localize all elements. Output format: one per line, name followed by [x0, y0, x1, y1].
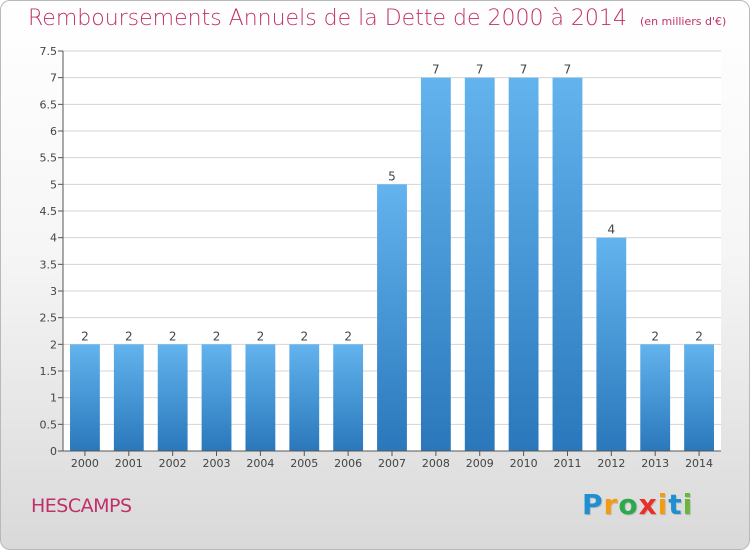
bar: [377, 184, 407, 452]
x-tick-label: 2004: [246, 457, 274, 470]
y-tick-label: 4.5: [40, 205, 58, 218]
bar: [245, 344, 276, 451]
x-tick-label: 2009: [466, 457, 494, 470]
logo-letter: P: [582, 488, 604, 521]
logo-letter: t: [668, 488, 683, 521]
y-tick-label: 1.5: [40, 365, 58, 378]
proxiti-logo: Proxiti: [582, 488, 693, 521]
y-tick-label: 0: [50, 445, 57, 458]
x-tick-label: 2011: [553, 457, 581, 470]
bar: [552, 77, 583, 452]
logo-letter: o: [618, 488, 639, 521]
bar: [333, 344, 364, 451]
x-tick-label: 2007: [378, 457, 406, 470]
bar-value-label: 2: [300, 329, 308, 343]
x-tick-label: 2006: [334, 457, 362, 470]
logo-letter: i: [657, 488, 669, 521]
bar-value-label: 7: [564, 63, 572, 77]
bar-value-label: 2: [125, 329, 133, 343]
bar-value-label: 2: [81, 329, 89, 343]
logo-letter: x: [638, 488, 658, 521]
y-tick-label: 1: [50, 392, 57, 405]
chart-title: Remboursements Annuels de la Dette de 20…: [28, 6, 627, 31]
x-tick-label: 2001: [115, 457, 143, 470]
bar: [420, 77, 451, 452]
bar: [157, 344, 188, 451]
bar-value-label: 5: [388, 169, 396, 183]
chart-subtitle: (en milliers d'€): [640, 15, 727, 28]
bar-value-label: 7: [432, 63, 440, 77]
logo-letter: i: [682, 488, 694, 521]
bar-value-label: 7: [476, 63, 484, 77]
bar: [640, 344, 671, 451]
x-tick-label: 2012: [597, 457, 625, 470]
bar: [464, 77, 495, 452]
x-tick-label: 2013: [641, 457, 669, 470]
y-tick-label: 6.5: [40, 98, 58, 111]
bar: [113, 344, 144, 451]
bar: [289, 344, 320, 451]
y-tick-label: 6: [50, 125, 57, 138]
place-name: HESCAMPS: [31, 495, 132, 517]
x-tick-label: 2010: [510, 457, 538, 470]
y-tick-label: 3: [50, 285, 57, 298]
y-tick-label: 2.5: [40, 312, 58, 325]
bar-value-label: 2: [169, 329, 177, 343]
y-tick-label: 7.5: [40, 45, 58, 58]
x-tick-label: 2000: [71, 457, 99, 470]
y-tick-label: 3.5: [40, 258, 58, 271]
bar-value-label: 2: [695, 329, 703, 343]
bar-value-label: 2: [213, 329, 221, 343]
logo-letter: r: [603, 488, 619, 521]
y-tick-label: 5: [50, 178, 57, 191]
y-tick-label: 2: [50, 338, 57, 351]
bar-value-label: 4: [608, 223, 616, 237]
x-tick-label: 2005: [290, 457, 318, 470]
bar: [596, 237, 627, 451]
y-tick-label: 5.5: [40, 152, 58, 165]
bar: [201, 344, 232, 451]
x-tick-label: 2008: [422, 457, 450, 470]
bar-value-label: 2: [344, 329, 352, 343]
bar: [508, 77, 539, 452]
x-tick-label: 2002: [159, 457, 187, 470]
x-tick-label: 2014: [685, 457, 713, 470]
bar-value-label: 7: [520, 63, 528, 77]
bar-value-label: 2: [257, 329, 265, 343]
x-tick-label: 2003: [203, 457, 231, 470]
y-tick-label: 7: [50, 72, 57, 85]
bar-value-label: 2: [651, 329, 659, 343]
title-line: Remboursements Annuels de la Dette de 20…: [28, 6, 726, 31]
bar: [70, 344, 100, 451]
y-tick-label: 0.5: [40, 418, 58, 431]
y-tick-label: 4: [50, 232, 57, 245]
bar: [684, 344, 714, 451]
